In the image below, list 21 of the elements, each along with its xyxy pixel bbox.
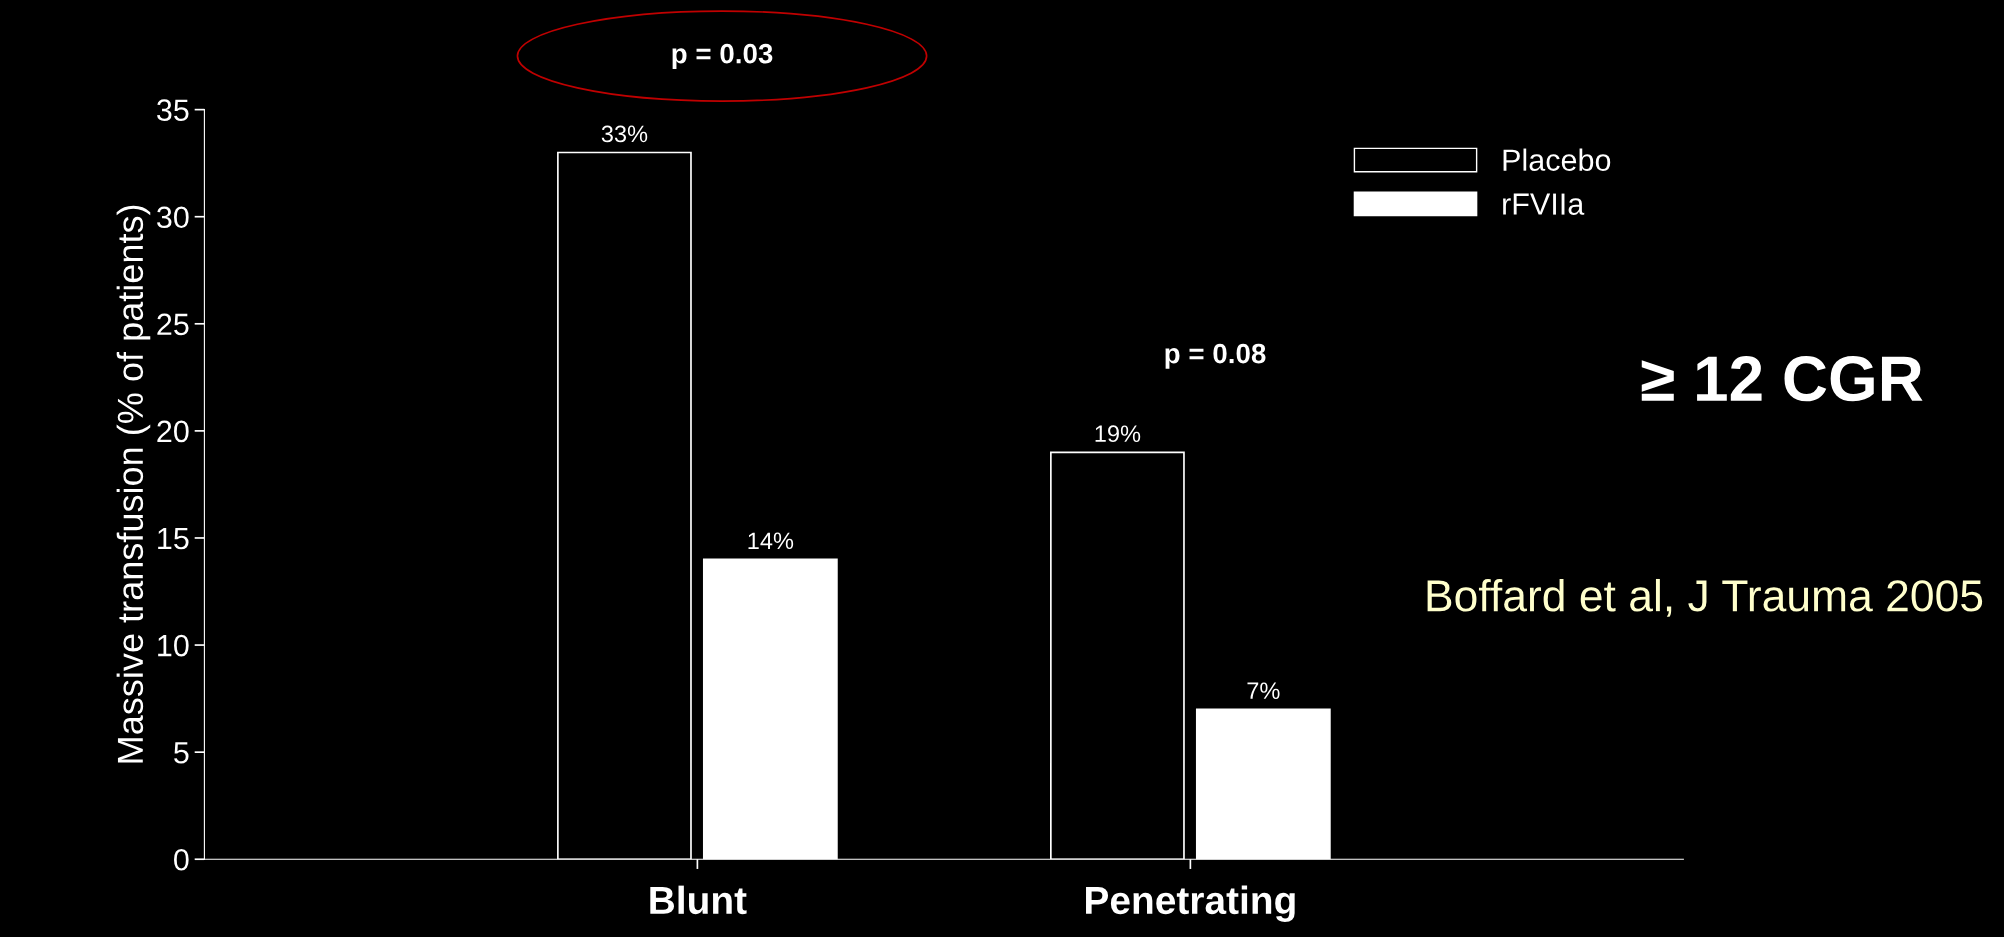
text: p = 0.03 — [672, 43, 773, 70]
data-label: 19% — [1095, 425, 1141, 443]
y-tick-label: 20 — [157, 420, 189, 443]
legend-label: Placebo — [1503, 148, 1611, 171]
y-tick-label: 15 — [158, 528, 189, 550]
y-tick-label: 30 — [157, 206, 189, 229]
y-tick-label: 10 — [158, 634, 189, 657]
data-label: 14% — [748, 532, 794, 550]
annotation: p = 0.08 — [1165, 343, 1266, 369]
y-tick-label: 25 — [157, 313, 189, 336]
annotation: Boffard et al, J Trauma 2005 — [1427, 578, 1983, 617]
legend-label: rFVIIa — [1503, 193, 1585, 215]
data-label: 7% — [1247, 682, 1280, 699]
y-tick-label: 35 — [157, 99, 189, 121]
y-tick-label: 0 — [174, 848, 189, 871]
annotation: ≥ 12 CGR — [1641, 356, 1923, 402]
x-tick-label: Penetrating — [1086, 885, 1295, 923]
y-tick-label: 5 — [174, 742, 189, 764]
x-tick-label: Blunt — [650, 885, 747, 915]
y-axis-title: Massive transfusion (% of patients) — [116, 205, 151, 763]
data-label: 33% — [601, 125, 648, 143]
